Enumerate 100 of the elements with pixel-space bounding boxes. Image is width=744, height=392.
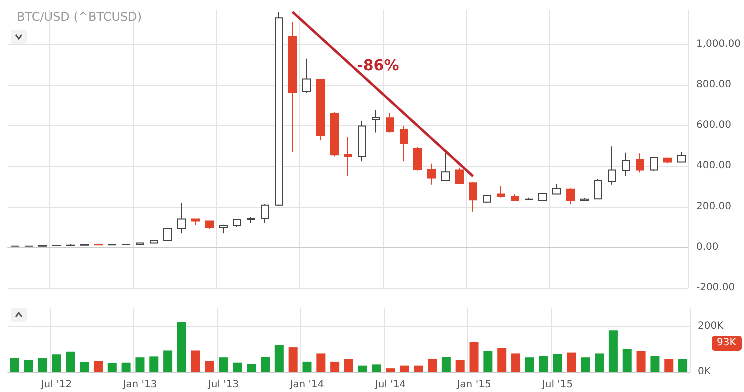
bar bbox=[219, 358, 228, 372]
bar bbox=[122, 362, 131, 372]
bar bbox=[274, 345, 284, 372]
bar bbox=[678, 359, 688, 372]
bar bbox=[136, 358, 145, 372]
y-tick-label: 1,000.00 bbox=[696, 38, 741, 50]
bar bbox=[80, 362, 90, 372]
bar bbox=[150, 356, 159, 372]
bar bbox=[498, 348, 507, 372]
candlestick bbox=[219, 224, 228, 234]
candlestick bbox=[525, 197, 533, 201]
y-tick-label: 800.00 bbox=[696, 80, 732, 91]
bar bbox=[260, 357, 270, 372]
bar bbox=[622, 349, 632, 372]
candlestick bbox=[316, 78, 325, 142]
bar bbox=[664, 359, 674, 372]
bar bbox=[108, 363, 117, 372]
bar bbox=[414, 366, 424, 372]
bar bbox=[581, 358, 590, 372]
bar bbox=[38, 358, 48, 372]
candlestick bbox=[400, 126, 408, 162]
bar bbox=[372, 364, 382, 372]
bar bbox=[10, 358, 20, 372]
x-tick-label: Jan '13 bbox=[122, 380, 158, 390]
candlestick bbox=[66, 244, 75, 246]
annotation: -86% bbox=[357, 56, 400, 74]
bar bbox=[442, 357, 451, 372]
bar bbox=[191, 350, 200, 372]
candlestick bbox=[413, 146, 422, 172]
candlestick bbox=[330, 112, 339, 158]
bar bbox=[344, 359, 354, 372]
bar bbox=[539, 356, 548, 372]
bar bbox=[233, 362, 242, 372]
bar bbox=[288, 348, 298, 372]
bar bbox=[400, 366, 410, 372]
bar bbox=[428, 358, 438, 372]
candlestick bbox=[205, 220, 214, 230]
y-tick-label: 200K bbox=[698, 320, 724, 332]
candlestick bbox=[538, 192, 547, 202]
candlestick bbox=[427, 163, 436, 186]
bar bbox=[316, 354, 326, 372]
y-tick-label: 0K bbox=[698, 366, 712, 378]
candlestick bbox=[663, 157, 672, 164]
candlestick bbox=[163, 228, 172, 242]
candlestick bbox=[344, 136, 352, 176]
x-tick-label: Jul '13 bbox=[207, 380, 240, 390]
x-tick-label: Jul '12 bbox=[40, 380, 72, 390]
bar bbox=[358, 366, 368, 372]
bar bbox=[650, 356, 660, 372]
bar bbox=[66, 352, 76, 372]
bar bbox=[302, 362, 312, 372]
x-tick-label: Jan '15 bbox=[456, 380, 492, 390]
bar bbox=[164, 350, 173, 372]
bar bbox=[595, 354, 604, 372]
candlestick bbox=[455, 167, 464, 186]
candlestick bbox=[552, 184, 561, 195]
bar bbox=[484, 351, 493, 372]
candlestick bbox=[566, 188, 575, 204]
candlestick bbox=[233, 219, 241, 228]
bar bbox=[177, 322, 186, 372]
candlestick bbox=[622, 152, 630, 176]
candlestick bbox=[386, 112, 394, 134]
x-tick-label: Jul '15 bbox=[541, 380, 574, 390]
candlestick bbox=[358, 120, 366, 162]
bar bbox=[52, 354, 62, 372]
candlestick bbox=[441, 152, 450, 182]
y-tick-label: 400.00 bbox=[696, 160, 732, 172]
candlestick bbox=[275, 12, 283, 207]
bar bbox=[553, 354, 562, 372]
y-tick-label: 0.00 bbox=[696, 242, 719, 253]
bar bbox=[456, 360, 465, 372]
bar bbox=[525, 358, 534, 372]
bar bbox=[512, 354, 521, 372]
candlestick bbox=[677, 152, 686, 164]
candlestick bbox=[177, 202, 186, 234]
y-tick-label: 600.00 bbox=[696, 120, 732, 132]
bar bbox=[608, 330, 618, 372]
candlestick bbox=[469, 182, 477, 212]
candlestick bbox=[150, 240, 158, 244]
candlestick bbox=[608, 146, 616, 186]
y-tick-label: 200.00 bbox=[696, 201, 732, 212]
chart-title: BTC/USD (^BTCUSD) bbox=[17, 10, 142, 24]
bar bbox=[247, 364, 256, 372]
text: 93K bbox=[717, 338, 737, 348]
candlestick bbox=[511, 194, 519, 202]
candlestick bbox=[497, 186, 505, 198]
candlestick bbox=[594, 178, 602, 200]
x-tick-label: Jan '14 bbox=[289, 380, 324, 390]
candlestick bbox=[288, 21, 297, 153]
bar bbox=[386, 368, 396, 372]
bar bbox=[470, 342, 479, 372]
bar bbox=[24, 360, 34, 372]
candlestick bbox=[247, 216, 255, 224]
bar bbox=[567, 352, 576, 372]
candlestick bbox=[636, 153, 644, 174]
candlestick bbox=[372, 110, 380, 134]
candlestick bbox=[191, 218, 200, 226]
candlestick bbox=[302, 58, 311, 94]
candlestick bbox=[650, 157, 658, 172]
bar bbox=[636, 351, 646, 372]
